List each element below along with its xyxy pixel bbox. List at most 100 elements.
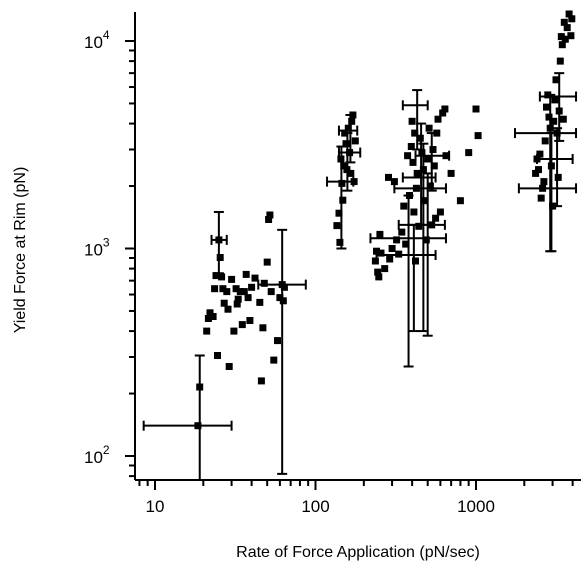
data-point <box>335 209 343 217</box>
data-point <box>474 132 482 140</box>
data-point <box>456 197 464 205</box>
data-point <box>415 222 423 230</box>
data-point <box>234 295 242 303</box>
data-point <box>447 169 455 177</box>
data-point <box>266 211 274 219</box>
data-point <box>554 173 562 181</box>
data-point <box>411 129 419 137</box>
data-point <box>256 298 264 306</box>
data-point <box>418 149 426 157</box>
error-bar <box>142 354 233 480</box>
x-tick-label: 1000 <box>457 497 495 516</box>
data-point <box>343 166 351 174</box>
data-point <box>248 283 256 291</box>
data-point <box>551 96 559 104</box>
data-point <box>434 115 442 123</box>
data-point <box>194 422 202 430</box>
data-point <box>224 305 232 313</box>
data-point <box>546 124 554 132</box>
data-point <box>388 245 396 252</box>
data-point <box>532 169 540 177</box>
data-point <box>216 254 224 261</box>
data-point <box>211 285 219 293</box>
data-point <box>465 149 473 157</box>
data-point <box>203 327 211 335</box>
y-tick-label: 103 <box>84 236 110 260</box>
data-point <box>550 117 558 125</box>
data-point <box>274 337 281 345</box>
data-point <box>422 236 430 244</box>
data-point <box>223 288 231 296</box>
data-point <box>472 105 480 113</box>
data-point <box>429 146 437 153</box>
data-point <box>419 166 427 174</box>
data-point <box>409 158 417 166</box>
data-point <box>545 113 553 121</box>
data-point <box>374 268 382 276</box>
data-point <box>412 184 420 192</box>
error-bar <box>401 89 429 151</box>
data-point <box>398 228 406 236</box>
data-point <box>260 279 268 287</box>
data-point <box>214 352 221 359</box>
data-point <box>412 257 419 265</box>
data-point <box>263 258 271 266</box>
data-point <box>442 152 450 160</box>
data-point <box>407 143 415 150</box>
data-point <box>552 76 560 84</box>
data-point <box>436 208 444 216</box>
data-point <box>233 300 241 308</box>
data-point <box>557 33 565 41</box>
data-point <box>238 321 246 329</box>
data-point <box>340 162 348 170</box>
data-point <box>553 129 561 137</box>
data-point <box>400 202 408 210</box>
data-point <box>381 265 389 273</box>
data-point <box>539 184 547 192</box>
x-axis-title: Rate of Force Application (pN/sec) <box>236 544 480 561</box>
x-axis-ticks: 10 100 1000 <box>138 480 574 516</box>
data-point <box>543 103 550 111</box>
data-point <box>371 257 379 265</box>
data-point <box>230 327 238 335</box>
data-point <box>341 129 349 137</box>
data-point <box>232 285 240 293</box>
data-point <box>373 247 380 255</box>
y-tick-label: 104 <box>84 28 110 52</box>
data-point <box>220 299 228 307</box>
data-point <box>426 182 434 190</box>
data-point <box>556 57 564 65</box>
data-point <box>338 179 346 187</box>
data-point <box>350 178 358 186</box>
x-tick-label: 100 <box>301 497 329 516</box>
data-point <box>555 107 563 115</box>
data-point <box>439 109 447 117</box>
data-point <box>347 169 355 177</box>
data-point <box>560 18 568 26</box>
error-bar <box>517 132 578 253</box>
data-point <box>402 240 410 248</box>
data-point <box>390 178 398 186</box>
data-point <box>259 324 267 332</box>
data-point <box>376 230 384 238</box>
data-point <box>549 202 557 210</box>
data-point <box>537 194 545 202</box>
data-point <box>225 363 233 370</box>
data-point <box>433 129 441 137</box>
data-point <box>219 285 227 293</box>
x-tick-label: 10 <box>146 497 165 516</box>
data-point <box>279 297 287 305</box>
error-bar <box>257 228 307 475</box>
y-axis-title: Yield Force at Rim (pN) <box>12 167 29 334</box>
data-point <box>547 162 555 170</box>
data-point <box>408 117 416 125</box>
data-point <box>535 166 542 174</box>
data-point <box>206 309 214 317</box>
data-point <box>432 214 440 222</box>
data-point <box>393 236 401 244</box>
data-point <box>395 250 403 258</box>
data-point <box>349 111 357 119</box>
data-point <box>267 288 275 296</box>
data-point <box>404 152 412 160</box>
